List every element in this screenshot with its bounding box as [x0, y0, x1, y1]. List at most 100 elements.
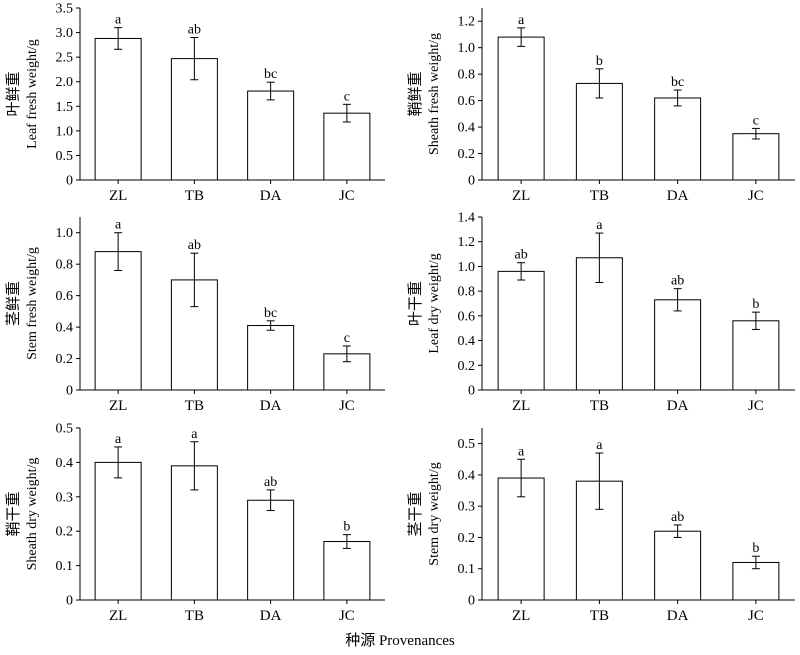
panel-6-y-tick-label: 0.3	[458, 500, 476, 515]
panel-2-y-label-en: Sheath fresh weight/g	[427, 33, 442, 155]
panel-1-y-tick-label: 2.0	[56, 75, 74, 90]
panel-2-bar-JC	[732, 133, 780, 181]
panel-2-y-tick-label: 1.0	[458, 41, 476, 56]
panel-2-y-tick-label: 1.2	[458, 15, 476, 30]
panel-5-significance-letter: ab	[264, 475, 277, 490]
panel-3-category-label: JC	[339, 398, 355, 414]
panel-5-y-tick-label: 0	[66, 594, 73, 609]
panel-6-y-tick-label: 0.2	[458, 531, 476, 546]
panel-1-y-tick-label: 0	[66, 174, 73, 189]
panel-4-category-label: DA	[667, 398, 689, 414]
panel-5-category-label: TB	[185, 608, 204, 624]
panel-2-y-label-cn: 鞘鲜重	[407, 71, 424, 116]
panel-1-bar-ZL	[94, 37, 142, 181]
panel-4-significance-letter: ab	[671, 274, 684, 289]
panel-2-bar-ZL	[497, 36, 545, 181]
panel-5-y-tick-label: 0.4	[56, 456, 74, 471]
panel-4-y-tick-label: 1.0	[458, 260, 476, 275]
panel-6-category-label: DA	[667, 608, 689, 624]
panel-3-y-label-en: Stem fresh weight/g	[25, 247, 40, 360]
panel-1-category-label: JC	[339, 188, 355, 204]
panel-5-category-label: DA	[260, 608, 282, 624]
panel-1-y-tick-label: 3.0	[56, 26, 74, 41]
panel-3-y-label-cn: 茎鲜重	[5, 281, 22, 326]
panel-2-bar-TB	[575, 82, 623, 181]
panel-6-y-tick-label: 0.1	[458, 562, 476, 577]
panel-5-bar-ZL	[94, 461, 142, 601]
figure-x-axis-label: 种源 Provenances	[345, 633, 455, 649]
panel-2-y-tick-label: 0.2	[458, 147, 476, 162]
panel-4-bar-JC	[732, 320, 780, 391]
panel-1-significance-letter: ab	[188, 22, 201, 37]
panel-1-y-tick-label: 1.0	[56, 124, 74, 139]
panel-2-category-label: TB	[590, 188, 609, 204]
panel-4-y-tick-label: 0.4	[458, 334, 476, 349]
panel-2-significance-letter: bc	[671, 75, 684, 90]
panel-1-y-label-en: Leaf fresh weight/g	[25, 39, 40, 149]
panel-3-y-tick-label: 0.6	[56, 289, 74, 304]
panel-1-category-label: TB	[185, 188, 204, 204]
panel-6-y-tick-label: 0	[468, 594, 475, 609]
panel-3-category-label: DA	[260, 398, 282, 414]
panel-4-y-tick-label: 0.6	[458, 309, 476, 324]
panel-3-bar-DA	[247, 325, 295, 391]
panel-1-y-tick-label: 2.5	[56, 51, 74, 66]
panel-4-category-label: ZL	[512, 398, 530, 414]
panel-5-bar-JC	[323, 541, 371, 601]
panel-3-category-label: TB	[185, 398, 204, 414]
panel-3-y-tick-label: 0.4	[56, 321, 74, 336]
panel-5-significance-letter: a	[115, 432, 122, 447]
panel-2-y-tick-label: 0.8	[458, 68, 476, 83]
panel-1-y-tick-label: 1.5	[56, 100, 74, 115]
panel-5-y-tick-label: 0.2	[56, 525, 74, 540]
panel-5-y-label-cn: 鞘干重	[5, 491, 22, 536]
panel-1-y-tick-label: 0.5	[56, 149, 74, 164]
panel-3-significance-letter: a	[115, 218, 122, 233]
panel-5-category-label: ZL	[109, 608, 127, 624]
panel-3-significance-letter: c	[344, 331, 350, 346]
panel-6-category-label: JC	[748, 608, 764, 624]
panel-6-significance-letter: b	[752, 541, 759, 556]
panel-1-y-tick-label: 3.5	[56, 2, 74, 17]
panel-2-significance-letter: a	[518, 13, 525, 28]
panel-5-bar-DA	[247, 499, 295, 601]
panel-4-y-label-en: Leaf dry weight/g	[427, 253, 442, 353]
panel-6-y-tick-label: 0.4	[458, 468, 476, 483]
panel-4-y-label-cn: 叶干重	[407, 281, 424, 326]
panel-4-significance-letter: ab	[515, 248, 528, 263]
panel-3-category-label: ZL	[109, 398, 127, 414]
panel-4-y-tick-label: 0.2	[458, 359, 476, 374]
panel-4-category-label: JC	[748, 398, 764, 414]
panel-5-significance-letter: a	[191, 427, 198, 442]
panel-1-significance-letter: bc	[264, 67, 277, 82]
panel-1-category-label: ZL	[109, 188, 127, 204]
panel-5-significance-letter: b	[343, 520, 350, 535]
panel-1-category-label: DA	[260, 188, 282, 204]
panel-6-y-label-en: Stem dry weight/g	[427, 462, 442, 565]
panel-1-significance-letter: a	[115, 13, 122, 28]
panel-6-y-label-cn: 茎干重	[407, 491, 424, 536]
panel-3-y-tick-label: 0	[66, 384, 73, 399]
panel-3-bar-ZL	[94, 251, 142, 391]
panel-6-bar-DA	[654, 530, 702, 601]
panel-3-significance-letter: ab	[188, 238, 201, 253]
panel-5-y-tick-label: 0.1	[56, 559, 74, 574]
panel-4-bar-ZL	[497, 270, 545, 391]
panel-2-category-label: DA	[667, 188, 689, 204]
panel-3-y-tick-label: 0.2	[56, 352, 74, 367]
panel-1-bar-JC	[323, 112, 371, 181]
panel-6-significance-letter: a	[596, 438, 603, 453]
panel-4-significance-letter: b	[752, 297, 759, 312]
panel-5-category-label: JC	[339, 608, 355, 624]
panel-3-y-tick-label: 1.0	[56, 226, 74, 241]
panel-4-y-tick-label: 1.4	[458, 211, 476, 226]
panel-1-bar-DA	[247, 90, 295, 181]
panel-1-significance-letter: c	[344, 89, 350, 104]
panel-5-y-label-en: Sheath dry weight/g	[25, 458, 40, 571]
panel-4-significance-letter: a	[596, 218, 603, 233]
panel-6-significance-letter: ab	[671, 510, 684, 525]
panel-4-y-tick-label: 0	[468, 384, 475, 399]
panel-4-bar-DA	[654, 299, 702, 391]
